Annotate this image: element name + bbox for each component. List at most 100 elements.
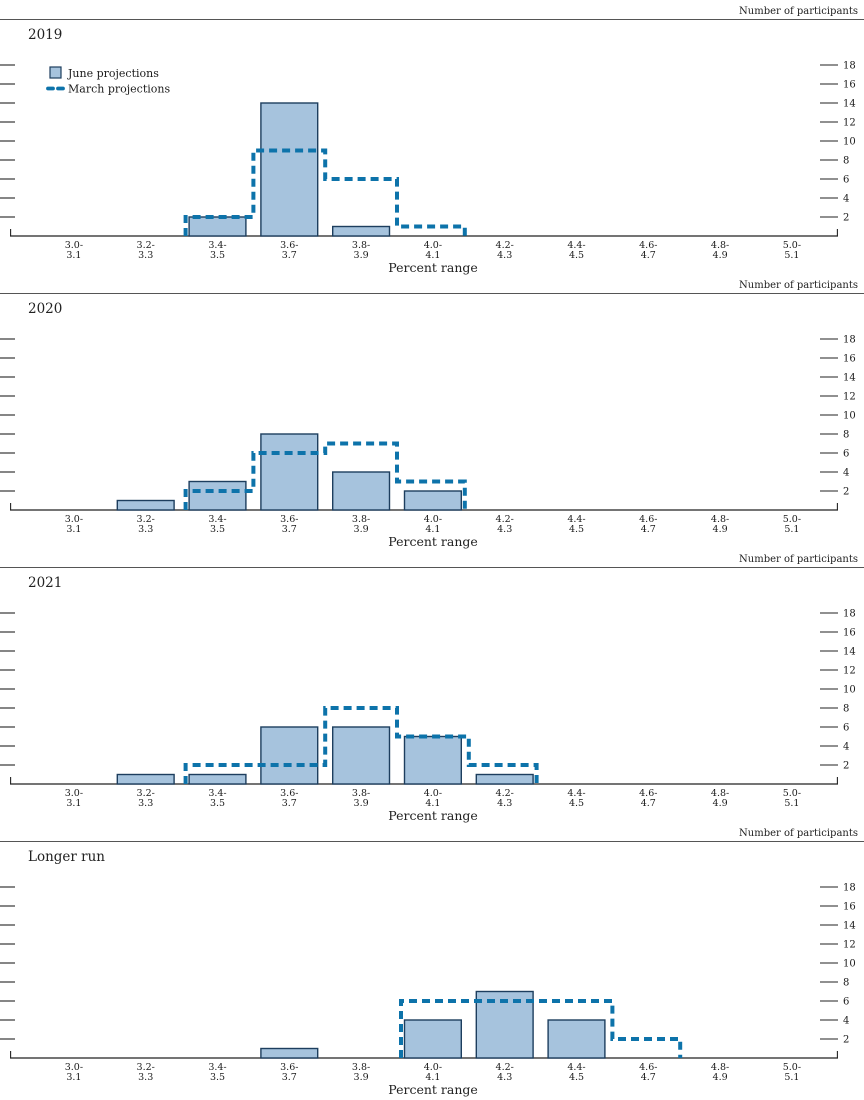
x-tick-label: 3.8- — [352, 514, 370, 525]
june-legend-label: June projections — [67, 67, 159, 80]
x-axis-caption: Percent range — [388, 808, 478, 823]
y-tick-label: 2 — [843, 213, 849, 224]
x-tick-label: 3.5 — [210, 798, 225, 809]
y-tick-label: 6 — [843, 449, 849, 460]
y-tick-label: 16 — [843, 902, 856, 913]
x-tick-label: 4.2- — [496, 788, 514, 799]
y-tick-label: 8 — [843, 704, 849, 715]
june-projection-bars — [188, 102, 391, 237]
y-tick-label: 6 — [843, 175, 849, 186]
march-projection-outline — [399, 999, 683, 1058]
x-tick-label: 3.3 — [138, 250, 153, 261]
june-projection-bar — [547, 1019, 606, 1059]
x-tick-label: 4.9 — [713, 1072, 728, 1083]
march-projection-outline — [183, 148, 467, 236]
june-projection-bar — [188, 480, 247, 511]
june-projection-bar — [188, 216, 247, 237]
x-tick-label: 4.7 — [641, 524, 656, 535]
x-tick-label: 3.4- — [208, 788, 226, 799]
y-tick-label: 2 — [843, 487, 849, 498]
june-projection-bar — [116, 773, 175, 785]
x-tick-label: 4.7 — [641, 798, 656, 809]
panel-2021: Number of participants 2021 2 4 6 8 10 12 14 16… — [0, 548, 864, 823]
x-tick-label: 4.6- — [639, 1062, 657, 1073]
x-tick-label: 3.1 — [66, 250, 81, 261]
x-tick-label: 4.4- — [567, 1062, 585, 1073]
panel-title: 2021 — [28, 575, 63, 591]
x-tick-label: 4.6- — [639, 514, 657, 525]
x-tick-label: 4.4- — [567, 788, 585, 799]
x-tick-label: 4.1 — [425, 1072, 440, 1083]
y-tick-label: 18 — [843, 609, 856, 620]
y-tick-label: 10 — [843, 959, 856, 970]
x-tick-label: 3.4- — [208, 240, 226, 251]
june-projection-bar — [260, 726, 319, 785]
x-tick-label: 3.5 — [210, 524, 225, 535]
histogram-longer-run: 246810121416183.0-3.13.2-3.33.4-3.53.6-3… — [0, 883, 856, 1083]
x-tick-label: 4.3 — [497, 524, 512, 535]
histogram-2019: 246810121416183.0-3.13.2-3.33.4-3.53.6-3… — [0, 61, 856, 261]
x-tick-label: 4.5 — [569, 250, 584, 261]
x-tick-label: 5.1 — [784, 250, 799, 261]
x-tick-label: 4.9 — [713, 798, 728, 809]
y-tick-label: 4 — [843, 468, 849, 479]
panel-divider-line — [0, 841, 864, 842]
x-axis-caption: Percent range — [388, 260, 478, 275]
x-tick-label: 3.2- — [137, 788, 155, 799]
june-projection-bar — [260, 102, 319, 237]
y-tick-label: 8 — [843, 430, 849, 441]
y-tick-label: 14 — [843, 647, 856, 658]
y-tick-label: 18 — [843, 61, 856, 72]
x-tick-label: 3.1 — [66, 1072, 81, 1083]
june-projection-bar — [188, 773, 247, 785]
x-tick-label: 4.1 — [425, 524, 440, 535]
june-projection-bar — [116, 499, 175, 511]
y-tick-label: 18 — [843, 883, 856, 894]
march-legend-label: March projections — [68, 83, 170, 96]
y-tick-label: 14 — [843, 99, 856, 110]
y-tick-label: 4 — [843, 1016, 849, 1027]
march-projection-outline — [183, 706, 539, 784]
y-tick-label: 14 — [843, 921, 856, 932]
x-tick-label: 4.8- — [711, 1062, 729, 1073]
x-tick-label: 3.6- — [280, 788, 298, 799]
x-tick-label: 4.6- — [639, 788, 657, 799]
june-projection-bars — [260, 990, 606, 1059]
x-tick-label: 3.6- — [280, 240, 298, 251]
x-axis-caption-row: Percent range — [0, 534, 864, 552]
y-tick-label: 4 — [843, 742, 849, 753]
june-legend-swatch-icon — [49, 66, 62, 79]
y-tick-label: 10 — [843, 411, 856, 422]
x-tick-label: 5.0- — [783, 788, 801, 799]
x-axis-caption-row: Percent range — [0, 808, 864, 826]
y-tick-label: 6 — [843, 997, 849, 1008]
june-projection-bar — [332, 726, 391, 785]
x-tick-label: 4.5 — [569, 524, 584, 535]
x-tick-label: 3.9 — [354, 798, 369, 809]
y-tick-label: 6 — [843, 723, 849, 734]
x-tick-label: 4.1 — [425, 250, 440, 261]
x-tick-label: 4.8- — [711, 240, 729, 251]
x-tick-label: 3.6- — [280, 514, 298, 525]
x-tick-label: 3.0- — [65, 514, 83, 525]
x-tick-label: 4.3 — [497, 798, 512, 809]
y-tick-label: 2 — [843, 761, 849, 772]
y-tick-label: 16 — [843, 628, 856, 639]
panel-divider-line — [0, 19, 864, 20]
x-tick-label: 4.3 — [497, 1072, 512, 1083]
x-tick-label: 4.2- — [496, 1062, 514, 1073]
panel-2019: Number of participants 2019 2 4 6 8 10 12 14 16… — [0, 0, 864, 275]
june-projection-bar — [403, 490, 462, 511]
histogram-2020: 246810121416183.0-3.13.2-3.33.4-3.53.6-3… — [0, 335, 856, 535]
x-tick-label: 3.0- — [65, 788, 83, 799]
june-projection-bar — [260, 1047, 319, 1059]
panel-title: 2020 — [28, 301, 63, 317]
x-tick-label: 3.7 — [282, 524, 297, 535]
x-tick-label: 4.0- — [424, 240, 442, 251]
y-tick-label: 12 — [843, 666, 856, 677]
y-tick-label: 12 — [843, 940, 856, 951]
x-tick-label: 3.5 — [210, 1072, 225, 1083]
y-tick-label: 18 — [843, 335, 856, 346]
x-tick-label: 3.2- — [137, 240, 155, 251]
